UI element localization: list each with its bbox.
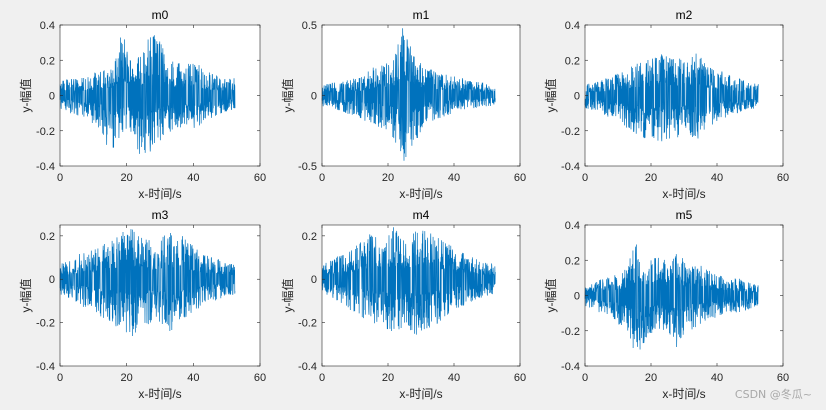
y-tick-label: 0.4 <box>40 20 55 32</box>
y-tick-label: -0.2 <box>36 318 55 330</box>
x-tick-label: 20 <box>382 172 394 184</box>
x-tick-label: 60 <box>514 372 526 384</box>
y-tick-label: 0.2 <box>40 55 55 67</box>
axes-frame <box>321 224 521 367</box>
series-line-m4 <box>321 227 496 335</box>
subplot-title: m5 <box>676 208 693 222</box>
y-tick-label: -0.2 <box>36 126 55 138</box>
watermark: CSDN @冬瓜~ <box>734 388 812 401</box>
subplot-m0: 0 20 40 60 -0.4 -0.2 0 0.2 0.4 m0 x-时间/s y-幅值 <box>18 8 266 201</box>
y-tick-label: -0.4 <box>36 161 55 173</box>
x-tick-label: 40 <box>187 372 199 384</box>
x-tick-label: 40 <box>448 372 460 384</box>
y-tick-label: 0.4 <box>565 20 580 32</box>
y-tick-label: -0.5 <box>298 161 317 173</box>
y-axis-label: y-幅值 <box>18 279 33 313</box>
x-tick-label: 0 <box>57 172 63 184</box>
subplot-m5: 0 20 40 60 -0.4 -0.2 0 0.2 0.4 m5 x-时间/s y-幅值 <box>543 208 789 401</box>
y-tick-label: 0 <box>311 274 317 286</box>
subplot-title: m1 <box>413 8 430 22</box>
x-tick-label: 20 <box>121 372 133 384</box>
y-tick-label: 0.2 <box>565 55 580 67</box>
x-tick-label: 20 <box>121 172 133 184</box>
y-tick-label: -0.4 <box>298 361 317 373</box>
x-tick-label: 40 <box>187 172 199 184</box>
x-tick-label: 0 <box>57 372 63 384</box>
y-tick-label: 0.2 <box>302 231 317 243</box>
y-tick-label: 0 <box>49 91 55 103</box>
subplot-m4: 0 20 40 60 -0.4 -0.2 0 0.2 m4 x-时间/s y-幅值 <box>280 208 526 401</box>
x-tick-label: 0 <box>582 372 588 384</box>
x-axis-label: x-时间/s <box>138 387 181 401</box>
y-tick-label: -0.4 <box>561 161 580 173</box>
x-tick-label: 60 <box>777 172 789 184</box>
y-tick-label: 0 <box>49 274 55 286</box>
subplot-title: m4 <box>413 208 430 222</box>
subplot-m3: 0 20 40 60 -0.4 -0.2 0 0.2 m3 x-时间/s y-幅值 <box>18 208 266 401</box>
x-tick-label: 20 <box>645 172 657 184</box>
subplot-title: m2 <box>676 8 693 22</box>
x-tick-label: 40 <box>448 172 460 184</box>
x-tick-label: 20 <box>645 372 657 384</box>
y-axis-label: y-幅值 <box>543 279 558 313</box>
x-axis-label: x-时间/s <box>662 187 705 201</box>
x-tick-label: 0 <box>319 372 325 384</box>
x-axis-label: x-时间/s <box>662 387 705 401</box>
y-tick-label: -0.2 <box>298 318 317 330</box>
y-tick-label: -0.4 <box>561 361 580 373</box>
y-tick-label: 0 <box>574 291 580 303</box>
x-tick-label: 0 <box>582 172 588 184</box>
y-tick-label: -0.4 <box>36 361 55 373</box>
x-tick-label: 60 <box>254 372 266 384</box>
y-tick-label: 0 <box>311 91 317 103</box>
x-tick-label: 60 <box>514 172 526 184</box>
series-line-m2 <box>584 53 759 142</box>
y-axis-label: y-幅值 <box>280 279 295 313</box>
y-tick-label: 0.5 <box>302 20 317 32</box>
y-tick-label: -0.2 <box>561 126 580 138</box>
x-axis-label: x-时间/s <box>138 187 181 201</box>
subplot-m2: 0 20 40 60 -0.4 -0.2 0 0.2 0.4 m2 x-时间/s y-幅值 <box>543 8 789 201</box>
series-line-m3 <box>59 229 236 337</box>
y-tick-label: 0 <box>574 91 580 103</box>
x-axis-label: x-时间/s <box>399 187 442 201</box>
x-tick-label: 40 <box>711 372 723 384</box>
y-axis-label: y-幅值 <box>543 79 558 113</box>
axes-frame <box>59 224 261 367</box>
subplot-title: m3 <box>152 208 169 222</box>
subplot-title: m0 <box>152 8 169 22</box>
y-tick-label: 0.4 <box>565 220 580 232</box>
x-tick-label: 20 <box>382 372 394 384</box>
series-line-m1 <box>321 28 496 161</box>
x-tick-label: 40 <box>711 172 723 184</box>
series-line-m5 <box>584 244 759 350</box>
x-tick-label: 60 <box>777 372 789 384</box>
y-tick-label: 0.2 <box>565 255 580 267</box>
x-tick-label: 0 <box>319 172 325 184</box>
y-tick-label: 0.2 <box>40 231 55 243</box>
series-line-m0 <box>59 35 236 154</box>
y-axis-label: y-幅值 <box>280 79 295 113</box>
x-tick-label: 60 <box>254 172 266 184</box>
y-axis-label: y-幅值 <box>18 79 33 113</box>
y-tick-label: -0.2 <box>561 326 580 338</box>
x-axis-label: x-时间/s <box>399 387 442 401</box>
